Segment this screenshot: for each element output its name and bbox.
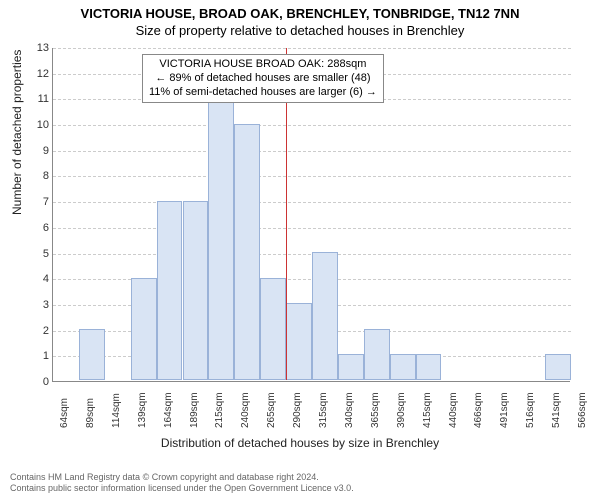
footer-line-1: Contains HM Land Registry data © Crown c… xyxy=(10,472,354,483)
histogram-bar xyxy=(79,329,105,380)
histogram-bar xyxy=(131,278,157,380)
x-tick-label: 315sqm xyxy=(318,378,329,428)
x-tick-label: 64sqm xyxy=(59,378,70,428)
x-tick-label: 566sqm xyxy=(577,378,588,428)
histogram-bar xyxy=(208,98,234,380)
histogram-bar xyxy=(157,201,183,380)
x-tick-label: 491sqm xyxy=(499,378,510,428)
y-axis-label: Number of detached properties xyxy=(10,50,24,215)
annotation-line-1: VICTORIA HOUSE BROAD OAK: 288sqm xyxy=(149,58,377,72)
gridline xyxy=(53,202,571,203)
x-tick-label: 114sqm xyxy=(111,378,122,428)
histogram-bar xyxy=(183,201,209,380)
x-tick-label: 516sqm xyxy=(525,378,536,428)
histogram-bar xyxy=(234,124,260,380)
y-tick-label: 8 xyxy=(29,170,49,182)
y-tick-label: 4 xyxy=(29,273,49,285)
gridline xyxy=(53,228,571,229)
x-tick-label: 466sqm xyxy=(473,378,484,428)
x-axis-label: Distribution of detached houses by size … xyxy=(0,436,600,450)
x-tick-label: 415sqm xyxy=(422,378,433,428)
y-tick-label: 2 xyxy=(29,325,49,337)
histogram-bar xyxy=(312,252,338,380)
x-tick-label: 340sqm xyxy=(344,378,355,428)
footer-line-2: Contains public sector information licen… xyxy=(10,483,354,494)
histogram-bar xyxy=(545,354,571,380)
x-tick-label: 164sqm xyxy=(163,378,174,428)
x-tick-label: 89sqm xyxy=(85,378,96,428)
x-tick-label: 215sqm xyxy=(214,378,225,428)
histogram-bar xyxy=(338,354,364,380)
x-tick-label: 290sqm xyxy=(292,378,303,428)
y-tick-label: 12 xyxy=(29,68,49,80)
y-tick-label: 11 xyxy=(29,93,49,105)
annotation-line-2: ← 89% of detached houses are smaller (48… xyxy=(149,72,377,86)
gridline xyxy=(53,151,571,152)
histogram-bar xyxy=(260,278,286,380)
gridline xyxy=(53,125,571,126)
histogram-bar xyxy=(286,303,312,380)
annotation-line-3: 11% of semi-detached houses are larger (… xyxy=(149,86,377,100)
gridline xyxy=(53,176,571,177)
x-tick-label: 240sqm xyxy=(240,378,251,428)
y-tick-label: 9 xyxy=(29,145,49,157)
x-tick-label: 139sqm xyxy=(137,378,148,428)
x-tick-label: 390sqm xyxy=(396,378,407,428)
title-line-2: Size of property relative to detached ho… xyxy=(0,21,600,38)
y-tick-label: 1 xyxy=(29,350,49,362)
y-tick-label: 3 xyxy=(29,299,49,311)
x-tick-label: 365sqm xyxy=(370,378,381,428)
x-tick-label: 541sqm xyxy=(551,378,562,428)
footer-credits: Contains HM Land Registry data © Crown c… xyxy=(10,472,354,495)
x-tick-label: 265sqm xyxy=(266,378,277,428)
gridline xyxy=(53,48,571,49)
x-tick-label: 440sqm xyxy=(448,378,459,428)
x-tick-label: 189sqm xyxy=(189,378,200,428)
title-line-1: VICTORIA HOUSE, BROAD OAK, BRENCHLEY, TO… xyxy=(0,0,600,21)
y-tick-label: 0 xyxy=(29,376,49,388)
histogram-bar xyxy=(416,354,442,380)
histogram-bar xyxy=(390,354,416,380)
y-tick-label: 10 xyxy=(29,119,49,131)
y-tick-label: 7 xyxy=(29,196,49,208)
y-tick-label: 5 xyxy=(29,248,49,260)
annotation-box: VICTORIA HOUSE BROAD OAK: 288sqm ← 89% o… xyxy=(142,54,384,103)
chart-area: 01234567891011121364sqm89sqm114sqm139sqm… xyxy=(52,48,570,382)
histogram-bar xyxy=(364,329,390,380)
y-tick-label: 13 xyxy=(29,42,49,54)
chart-container: VICTORIA HOUSE, BROAD OAK, BRENCHLEY, TO… xyxy=(0,0,600,500)
y-tick-label: 6 xyxy=(29,222,49,234)
